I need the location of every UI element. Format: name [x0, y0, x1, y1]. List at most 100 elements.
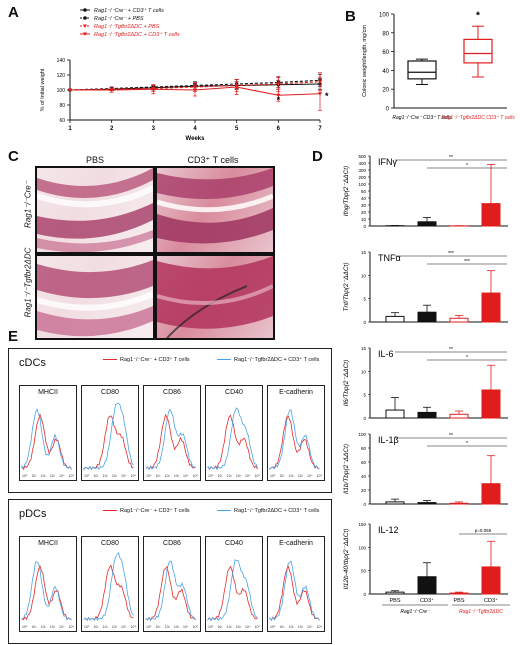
- micrograph-tgfbr2-pbs: [35, 254, 155, 340]
- y-tick-label: 15: [361, 346, 367, 351]
- y-tick-label: 50: [361, 569, 367, 574]
- red-histogram: [83, 564, 134, 622]
- blue-histogram: [21, 408, 72, 470]
- chart-title: IL-12: [378, 525, 399, 535]
- legend-label: Rag1⁻/⁻Tgfbr2ΔDC + PBS: [94, 24, 160, 30]
- y-tick-label: 80: [361, 446, 367, 451]
- tick-label: 10¹: [279, 625, 285, 629]
- blue-histogram: [207, 559, 258, 622]
- legend-label: Rag1⁻/⁻Cre⁻ + CD3⁺ T cells: [94, 8, 164, 14]
- x-tick-label: 4: [193, 126, 197, 132]
- bar: [481, 389, 501, 419]
- red-histogram: [145, 565, 196, 621]
- histogram-title: E-cadherin: [279, 540, 313, 547]
- bar: [385, 591, 405, 595]
- tick-label: 10⁴: [183, 625, 189, 629]
- y-tick-label: 60: [382, 50, 389, 56]
- micrograph-cre-pbs: [35, 166, 155, 254]
- data-point: [151, 87, 156, 92]
- legend-label: Rag1⁻/⁻Tgfbr2ΔDC + CD3⁺ T cells: [94, 32, 180, 38]
- blue-histogram: [21, 561, 72, 621]
- tick-label: 10⁴: [59, 625, 65, 629]
- significance-star: *: [466, 355, 468, 361]
- tick-label: 10³: [297, 625, 303, 629]
- legend-label: Rag1⁻/⁻Cre⁻ + PBS: [94, 16, 144, 22]
- tick-label: 10¹: [31, 625, 37, 629]
- histogram-title: MHCII: [38, 389, 58, 396]
- histogram-plot: [21, 408, 72, 471]
- legend-marker: [83, 32, 87, 36]
- histogram-cd86: CD86 10⁰ 10¹ 10² 10³ 10⁴ 10⁵: [143, 536, 201, 632]
- panel-label-e: E: [8, 328, 19, 345]
- significance-star: *: [466, 441, 468, 447]
- histogram-ticks: 10⁰ 10¹ 10² 10³ 10⁴ 10⁵: [208, 474, 260, 478]
- tick-label: 10¹: [31, 474, 37, 478]
- cdc-title: cDCs: [19, 357, 46, 369]
- blue-histogram: [145, 560, 196, 622]
- y-tick-label: 20: [361, 210, 367, 215]
- y-tick-label: 50: [361, 189, 367, 194]
- y-tick-label: 100: [358, 432, 366, 437]
- bar: [417, 576, 437, 595]
- red-histogram: [145, 413, 196, 471]
- y-tick-label: 30: [361, 203, 367, 208]
- bar: [385, 315, 405, 323]
- histogram-plot: [145, 408, 196, 471]
- x-tick-label: 5: [235, 126, 239, 132]
- bar: [481, 292, 501, 323]
- tick-label: 10⁰: [84, 625, 90, 629]
- col-label-cd3: CD3⁺ T cells: [187, 155, 239, 165]
- histogram-ticks: 10⁰ 10¹ 10² 10³ 10⁴ 10⁵: [146, 625, 198, 629]
- y-tick-label: 5: [363, 393, 366, 398]
- tick-label: 10⁰: [22, 474, 28, 478]
- bar: [385, 409, 405, 419]
- col-label-pbs: PBS: [85, 155, 104, 165]
- row-label-cre: Rag1⁻/⁻Cre⁻: [23, 181, 33, 228]
- y-tick-label: 100: [358, 182, 366, 187]
- y-tick-label: 400: [358, 161, 366, 166]
- pdc-legend-red-label: Rag1⁻/⁻Cre⁻ + CD3⁺ T cells: [120, 508, 190, 514]
- x-tick-label: PBS: [389, 598, 400, 604]
- tick-label: 10⁵: [192, 474, 198, 478]
- tick-label: 10⁰: [84, 474, 90, 478]
- tick-label: 10⁵: [192, 625, 198, 629]
- cdc-box: cDCs Rag1⁻/⁻Cre⁻ + CD3⁺ T cells Rag1⁻/⁻T…: [8, 348, 332, 493]
- histogram-mhcii: MHCII 10⁰ 10¹ 10² 10³ 10⁴ 10⁵: [19, 385, 77, 481]
- histogram-plot: [83, 552, 134, 622]
- x-category-label: Rag1⁻/⁻Cre⁻ CD3⁺ T cells: [392, 115, 452, 121]
- significance-star: *: [476, 11, 480, 22]
- histogram-title: CD86: [163, 389, 181, 396]
- tick-label: 10³: [297, 474, 303, 478]
- p-value-label: p=0.058: [475, 528, 492, 533]
- histogram-plot: [145, 560, 196, 622]
- y-axis-label: Ifng/Tbp(2⁻ΔΔCt): [343, 166, 350, 216]
- data-point: [68, 88, 72, 92]
- red-histogram: [83, 415, 134, 471]
- histogram-cd86: CD86 10⁰ 10¹ 10² 10³ 10⁴ 10⁵: [143, 385, 201, 481]
- panel-label-a: A: [8, 4, 19, 21]
- blue-histogram: [145, 408, 196, 471]
- histogram-plot: [207, 559, 258, 622]
- y-tick-label: 100: [358, 545, 366, 550]
- data-point: [193, 88, 197, 92]
- tick-label: 10³: [235, 625, 241, 629]
- tick-label: 10⁴: [121, 474, 127, 478]
- group-label: Rag1⁻/⁻Cre⁻: [400, 609, 430, 615]
- histogram-title: CD80: [101, 540, 119, 547]
- tick-label: 10¹: [155, 625, 161, 629]
- y-axis-label: Il12b-40/tbp(2⁻ΔΔCt): [343, 529, 350, 590]
- x-tick-label: 7: [318, 126, 322, 132]
- significance-star: **: [449, 155, 453, 161]
- tick-label: 10⁰: [208, 474, 214, 478]
- histogram-plot: [207, 407, 258, 471]
- y-tick-label: 300: [358, 168, 366, 173]
- cdc-legend-red-label: Rag1⁻/⁻Cre⁻ + CD3⁺ T cells: [120, 357, 190, 363]
- tick-label: 10⁰: [208, 625, 214, 629]
- y-tick-label: 0: [363, 592, 366, 597]
- blue-histogram: [207, 407, 258, 471]
- chart-title: TNFα: [378, 253, 401, 263]
- tick-label: 10⁵: [316, 625, 322, 629]
- y-axis-label: Il6/Tbp(2⁻ΔΔCt): [343, 360, 350, 406]
- y-tick-label: 60: [59, 118, 65, 124]
- tick-label: 10⁵: [130, 625, 136, 629]
